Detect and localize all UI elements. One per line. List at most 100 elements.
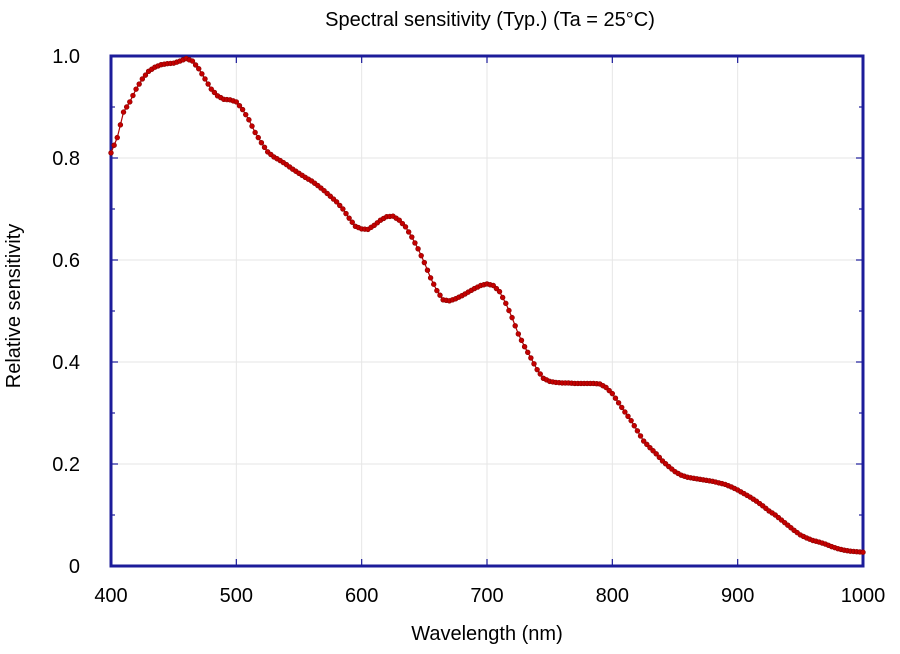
data-point-interp — [192, 62, 199, 68]
y-axis-label: Relative sensitivity — [3, 224, 25, 389]
data-point-interp — [619, 404, 625, 411]
data-points — [108, 55, 866, 555]
x-tick-label: 400 — [94, 585, 127, 607]
y-axis-tick-labels: 0 0.2 0.4 0.6 0.8 1.0 — [52, 46, 80, 578]
data-point — [415, 246, 421, 252]
data-point-interp — [418, 252, 424, 259]
data-point-interp — [612, 395, 619, 401]
data-point — [196, 66, 202, 72]
x-tick-label: 600 — [345, 585, 378, 607]
data-point-interp — [525, 349, 531, 356]
x-axis-label: Wavelength (nm) — [411, 623, 563, 645]
data-point-interp — [412, 240, 418, 246]
data-point — [521, 344, 528, 350]
data-point — [208, 86, 214, 92]
grid-lines — [110, 55, 864, 567]
data-point — [246, 117, 252, 123]
data-point-interp — [656, 454, 663, 461]
data-point — [628, 417, 634, 424]
data-point-interp — [255, 134, 261, 141]
data-point — [515, 331, 522, 337]
data-point-interp — [399, 220, 406, 227]
y-tick-label: 0.2 — [52, 454, 80, 476]
data-point-interp — [261, 144, 268, 150]
data-point-interp — [518, 337, 525, 344]
data-point-interp — [199, 71, 205, 77]
x-axis-tick-labels: 400 500 600 700 800 900 1000 — [94, 585, 885, 607]
data-point-interp — [625, 413, 631, 420]
data-point-interp — [437, 292, 443, 298]
data-point — [396, 217, 402, 223]
data-point — [202, 76, 208, 82]
data-point-interp — [637, 433, 644, 439]
data-point — [653, 451, 659, 457]
data-point-interp — [499, 294, 506, 301]
data-point — [233, 99, 240, 105]
data-point — [340, 206, 346, 212]
data-point — [139, 76, 146, 82]
data-point — [615, 400, 622, 406]
data-point — [509, 314, 515, 321]
data-point — [860, 549, 866, 555]
data-point — [114, 134, 120, 141]
data-point — [503, 300, 509, 307]
data-point-interp — [512, 323, 518, 329]
data-point-interp — [117, 122, 124, 128]
data-point-interp — [337, 202, 343, 209]
y-tick-label: 0 — [69, 556, 80, 578]
x-tick-label: 900 — [721, 585, 754, 607]
data-point — [133, 86, 139, 92]
data-point — [496, 288, 503, 295]
plot-area-frame — [109, 54, 865, 568]
data-point-interp — [644, 441, 650, 448]
data-point-interp — [236, 103, 243, 109]
y-tick-label: 0.4 — [52, 352, 80, 374]
x-tick-label: 1000 — [841, 585, 886, 607]
data-point-interp — [243, 111, 249, 118]
data-point — [622, 409, 628, 415]
data-point-interp — [205, 81, 211, 87]
data-point-interp — [405, 229, 412, 235]
data-point — [409, 234, 415, 240]
data-point-interp — [142, 72, 149, 78]
data-point — [252, 129, 258, 136]
data-point-interp — [123, 104, 130, 110]
data-point-interp — [631, 423, 637, 429]
data-point-interp — [111, 142, 117, 148]
data-point — [108, 150, 114, 156]
data-point-interp — [531, 361, 537, 367]
data-point — [333, 199, 340, 205]
chart-title: Spectral sensitivity (Typ.) (Ta = 25°C) — [325, 9, 655, 31]
data-point — [421, 259, 428, 266]
data-point-interp — [343, 210, 349, 217]
data-point — [239, 106, 246, 113]
data-point — [189, 58, 196, 64]
data-point-interp — [211, 89, 218, 96]
data-point-interp — [249, 123, 255, 129]
x-tick-label: 500 — [220, 585, 253, 607]
data-point-interp — [431, 281, 437, 287]
data-point — [427, 275, 434, 281]
data-point — [402, 224, 409, 230]
data-point — [127, 99, 133, 105]
x-tick-label: 700 — [470, 585, 503, 607]
y-tick-label: 1.0 — [52, 46, 80, 68]
x-tick-label: 800 — [596, 585, 629, 607]
data-point-interp — [130, 92, 136, 99]
data-point-interp — [349, 219, 355, 225]
y-tick-label: 0.8 — [52, 148, 80, 170]
data-point — [258, 140, 265, 146]
data-point — [640, 438, 647, 444]
y-tick-label: 0.6 — [52, 250, 80, 272]
data-point — [534, 366, 540, 373]
data-point-interp — [537, 371, 543, 377]
data-point — [120, 109, 127, 115]
data-point-interp — [136, 81, 142, 87]
data-point — [528, 355, 534, 361]
data-point-interp — [506, 307, 512, 314]
data-point — [346, 215, 352, 221]
data-point-interp — [424, 267, 431, 273]
data-point — [634, 428, 641, 434]
data-point — [609, 390, 616, 397]
